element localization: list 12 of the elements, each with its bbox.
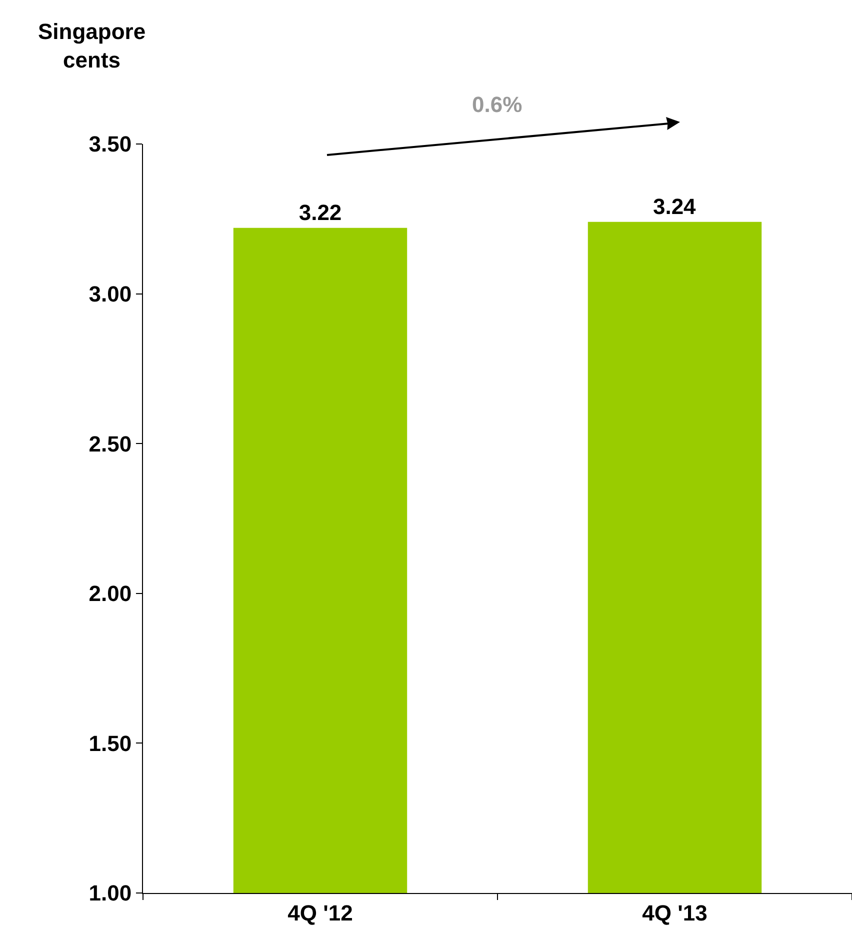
y-tick-label: 2.00 <box>88 581 132 606</box>
y-axis-title: Singapore cents <box>38 19 146 73</box>
y-tick-label: 2.50 <box>88 431 132 456</box>
x-tick-label: 4Q '13 <box>642 900 708 926</box>
y-tick-label: 1.00 <box>88 880 132 906</box>
text: 0.6% <box>472 92 522 117</box>
data-label: 3.24 <box>652 194 697 219</box>
y-tick-label: 1.50 <box>88 730 132 756</box>
y-tick-label: 3.50 <box>88 132 132 157</box>
x-tick-label: 4Q '12 <box>288 900 353 926</box>
data-label: 3.22 <box>298 200 342 225</box>
y-tick-label: 3.00 <box>88 282 132 306</box>
